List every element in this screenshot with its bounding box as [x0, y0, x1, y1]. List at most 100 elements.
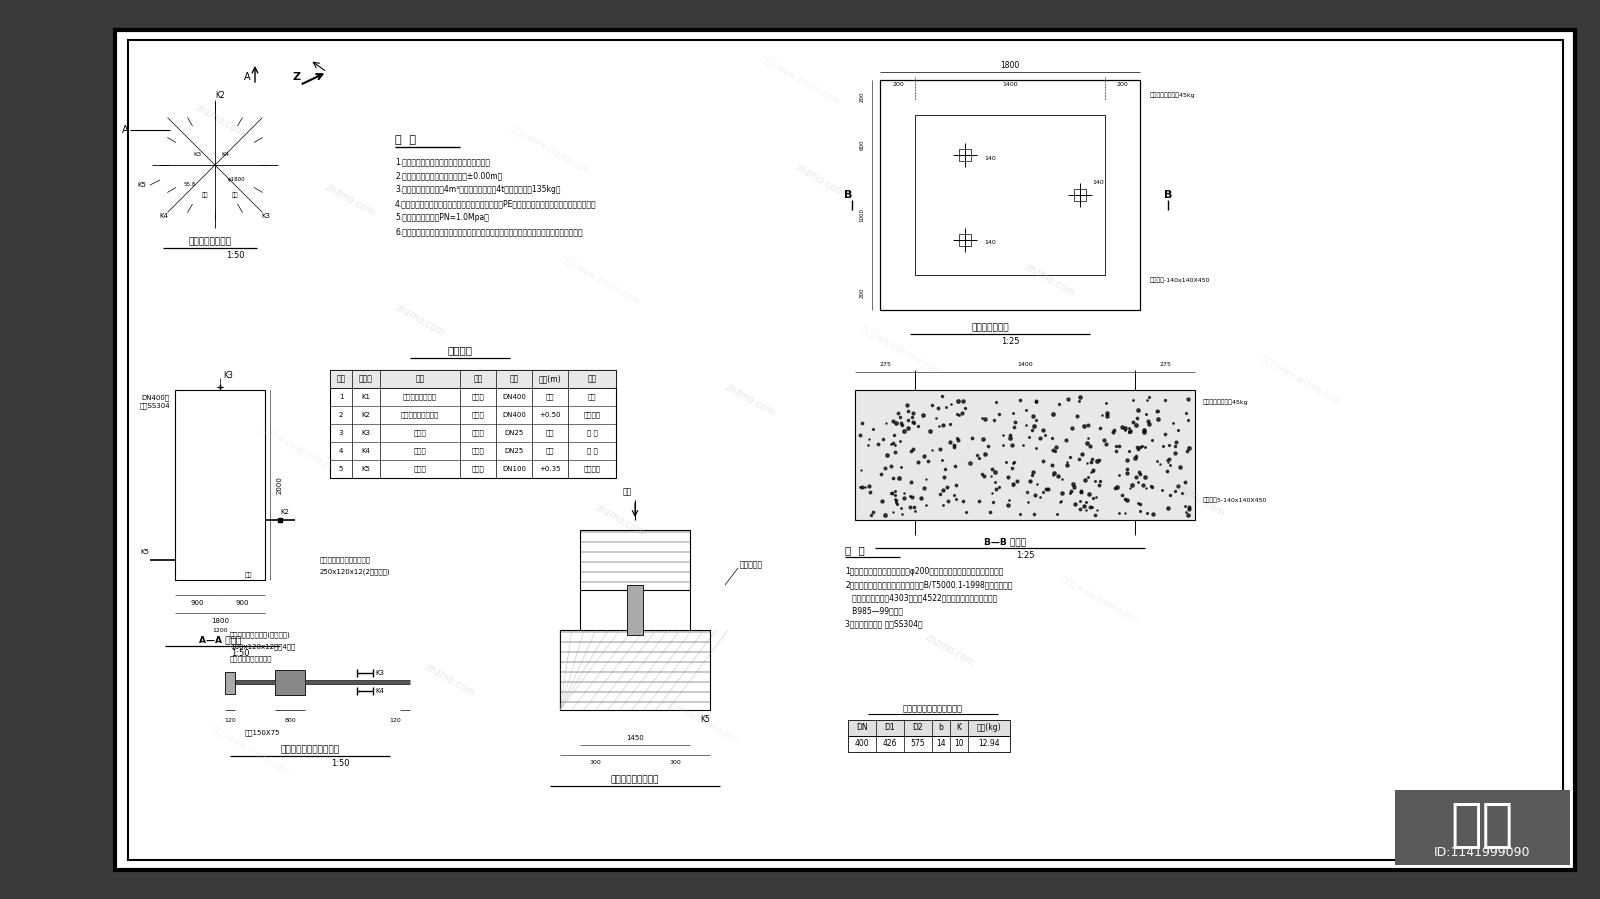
Text: 知末网 www.znzmo.com: 知末网 www.znzmo.com [560, 254, 640, 306]
Text: 重量(kg): 重量(kg) [976, 724, 1002, 733]
Text: 14: 14 [936, 740, 946, 749]
Text: 300: 300 [669, 760, 682, 764]
Text: 钢闸防水基础平面图: 钢闸防水基础平面图 [611, 776, 659, 785]
Text: 1:50: 1:50 [226, 251, 245, 260]
Text: 3: 3 [339, 430, 344, 436]
Text: DN25: DN25 [504, 430, 523, 436]
Text: A—A 剖面图: A—A 剖面图 [198, 636, 242, 645]
Text: 300: 300 [589, 760, 602, 764]
Text: 集成闸门平面组件布置图: 集成闸门平面组件布置图 [280, 745, 339, 754]
Text: 备用口: 备用口 [414, 466, 426, 472]
Text: 140: 140 [984, 156, 995, 161]
Text: 275: 275 [1158, 362, 1171, 368]
Text: 知末网 www.znzmo.com: 知末网 www.znzmo.com [210, 724, 290, 776]
Text: 水底板标厚重量约45kg: 水底板标厚重量约45kg [1150, 93, 1195, 98]
Text: 200: 200 [859, 288, 864, 298]
Text: 3、截止截流截止 材质SS304。: 3、截止截流截止 材质SS304。 [845, 619, 923, 628]
Text: 1450: 1450 [626, 735, 643, 741]
Text: znzmo.com: znzmo.com [194, 102, 246, 138]
Text: 1:25: 1:25 [1016, 550, 1034, 559]
Text: 管口列表: 管口列表 [448, 345, 472, 355]
Text: 周圈: 周圈 [546, 430, 554, 436]
Text: 钢板150X75: 钢板150X75 [245, 730, 280, 736]
Text: DN: DN [856, 724, 867, 733]
Text: 周圈: 周圈 [546, 448, 554, 454]
Bar [1074, 189, 1086, 201]
Text: 放水口: 放水口 [414, 430, 426, 436]
Text: 序号: 序号 [336, 375, 346, 384]
Text: K3: K3 [376, 670, 384, 676]
Text: 钢闸防水基础尺寸、重量表: 钢闸防水基础尺寸、重量表 [902, 704, 963, 713]
Text: B—B 剖面图: B—B 剖面图 [984, 538, 1026, 547]
Text: 标高(m): 标高(m) [539, 375, 562, 384]
Text: 规格: 规格 [509, 375, 518, 384]
Bar [915, 115, 1106, 275]
Text: 中心标高: 中心标高 [584, 412, 600, 418]
Text: 1、管管式水底土壁厚度不大于φ200，有两层控管密实一体成形格设计。: 1、管管式水底土壁厚度不大于φ200，有两层控管密实一体成形格设计。 [845, 567, 1003, 576]
Text: 知末网 www.znzmo.com: 知末网 www.znzmo.com [510, 124, 590, 176]
Text: DN400: DN400 [502, 412, 526, 418]
Text: K3: K3 [261, 213, 270, 219]
Text: 来水: 来水 [622, 487, 632, 496]
Text: K5: K5 [701, 716, 710, 725]
Text: 知末: 知末 [1450, 799, 1514, 851]
Text: 钢衬胶: 钢衬胶 [472, 466, 485, 472]
Text: 知末网 www.znzmo.com: 知末网 www.znzmo.com [1259, 354, 1341, 405]
Text: 120: 120 [389, 717, 402, 723]
Text: 900: 900 [235, 600, 248, 606]
Text: 连接闸门框底定位控制规格: 连接闸门框底定位控制规格 [320, 556, 371, 564]
Text: D1: D1 [885, 724, 896, 733]
Text: 1: 1 [339, 394, 344, 400]
Text: 1:50: 1:50 [230, 648, 250, 657]
Bar [848, 720, 1010, 736]
Bar [275, 670, 306, 695]
Text: B: B [1163, 190, 1173, 200]
Text: 1000: 1000 [859, 208, 864, 222]
Text: K2: K2 [362, 412, 371, 418]
Text: 水泵基础平面图: 水泵基础平面图 [971, 324, 1010, 333]
Text: 10: 10 [954, 740, 963, 749]
Text: 深度闸阀两阀连接板(板心之板): 深度闸阀两阀连接板(板心之板) [230, 632, 291, 638]
Text: ID:1141999090: ID:1141999090 [1434, 845, 1530, 859]
Text: 1800: 1800 [1000, 60, 1019, 69]
Text: 1:50: 1:50 [331, 759, 349, 768]
Text: 1400: 1400 [1002, 83, 1018, 87]
Text: 知末网 www.znzmo.com: 知末网 www.znzmo.com [1059, 574, 1141, 626]
Text: 1.本图尺寸单位以毫米计，标高单位以米计；: 1.本图尺寸单位以毫米计，标高单位以米计； [395, 157, 490, 166]
Bar [958, 149, 971, 161]
Text: 200: 200 [1117, 83, 1128, 87]
Text: 知末网 www.znzmo.com: 知末网 www.znzmo.com [259, 424, 341, 476]
Text: 进排管排水泵进口: 进排管排水泵进口 [403, 394, 437, 400]
Text: 2: 2 [339, 412, 342, 418]
Text: DN100: DN100 [502, 466, 526, 472]
Text: DN400管: DN400管 [142, 395, 170, 401]
Bar [848, 736, 1010, 752]
Text: 知末网 www.znzmo.com: 知末网 www.znzmo.com [659, 694, 741, 746]
Bar [958, 234, 971, 246]
Text: 钢衬胶: 钢衬胶 [472, 394, 485, 400]
Text: +0.50: +0.50 [539, 412, 560, 418]
Text: znzmo.com: znzmo.com [1024, 262, 1077, 298]
Text: 东庄: 东庄 [232, 192, 238, 198]
Text: K4: K4 [376, 688, 384, 694]
Bar [627, 585, 643, 635]
Text: 2000: 2000 [277, 476, 283, 494]
Text: 周圈: 周圈 [546, 394, 554, 400]
Text: znzmo.com: znzmo.com [594, 502, 646, 539]
Text: 备注: 备注 [587, 375, 597, 384]
Text: K2: K2 [214, 91, 226, 100]
Text: 3.处理前池容积池体积4m³，管道流速重量约4t，管径重量约135kg；: 3.处理前池容积池体积4m³，管道流速重量约4t，管径重量约135kg； [395, 185, 560, 194]
Text: 中心标高: 中心标高 [584, 466, 600, 472]
Text: 426: 426 [883, 740, 898, 749]
Text: 不锈钢闸板: 不锈钢闸板 [739, 560, 763, 569]
Text: 知末网 www.znzmo.com: 知末网 www.znzmo.com [760, 54, 840, 106]
Text: 材质SS304: 材质SS304 [139, 403, 170, 409]
Text: 575: 575 [910, 740, 925, 749]
Text: 钢衬胶: 钢衬胶 [472, 448, 485, 454]
Text: 800: 800 [285, 717, 296, 723]
Text: Z: Z [293, 72, 301, 82]
Text: 5.设计最压力管根地PN=1.0Mpa；: 5.设计最压力管根地PN=1.0Mpa； [395, 213, 490, 222]
Text: 钢衬胶: 钢衬胶 [472, 430, 485, 436]
Text: 知末网 www.znzmo.com: 知末网 www.znzmo.com [960, 454, 1040, 506]
Text: 6.以上图纸尽尽头仅供参考，管线各项应施工前进行二次复核，并以实际采购的设备为准。: 6.以上图纸尽尽头仅供参考，管线各项应施工前进行二次复核，并以实际采购的设备为准… [395, 227, 582, 236]
